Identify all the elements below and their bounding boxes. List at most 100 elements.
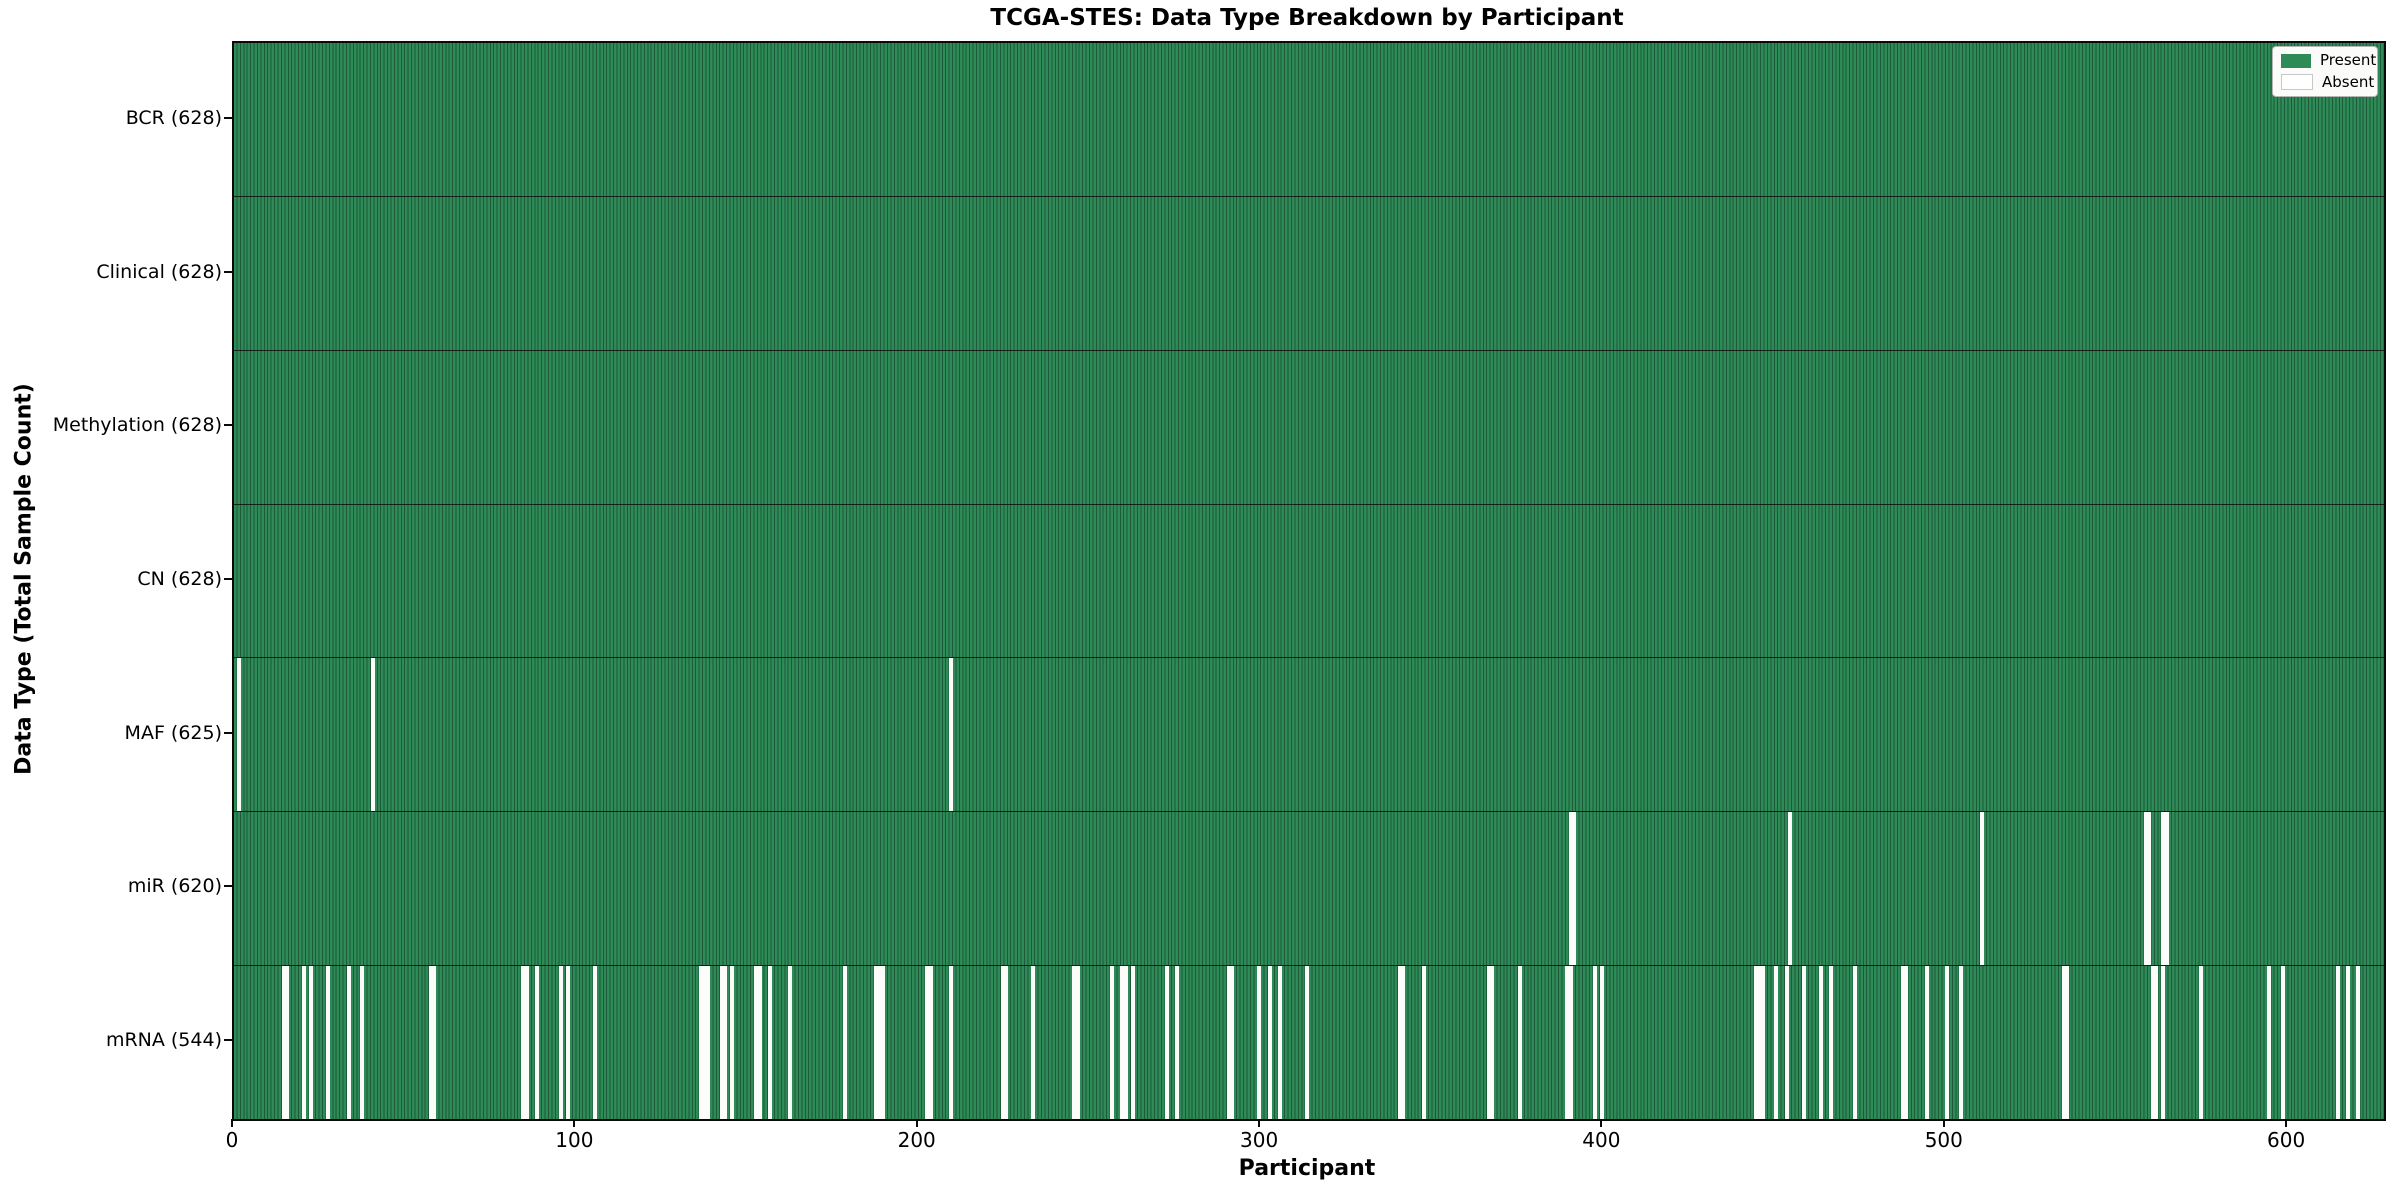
y-tick-label-maf: MAF (625) — [124, 721, 222, 744]
absent-gap — [370, 658, 375, 812]
absent-gap — [719, 966, 724, 1120]
row-band-bcr — [234, 43, 2384, 196]
absent-gap — [1853, 966, 1858, 1120]
legend-entry-absent: Absent — [2281, 74, 2374, 90]
absent-gap — [1267, 966, 1272, 1120]
absent-gap — [843, 966, 848, 1120]
y-tick-label-clinical: Clinical (628) — [96, 260, 222, 283]
absent-gap — [1788, 812, 1793, 966]
x-tick-mark — [1258, 1119, 1261, 1127]
absent-gap — [326, 966, 331, 1120]
x-tick-mark — [2285, 1119, 2288, 1127]
absent-gap — [1229, 966, 1234, 1120]
absent-gap — [2335, 966, 2340, 1120]
row-band-mir — [234, 811, 2384, 966]
absent-gap — [534, 966, 539, 1120]
absent-gap — [1401, 966, 1406, 1120]
y-tick-label-bcr: BCR (628) — [125, 106, 222, 129]
absent-gap — [1421, 966, 1426, 1120]
absent-gap — [1757, 966, 1762, 1120]
absent-gap — [730, 966, 735, 1120]
absent-gap — [1000, 966, 1005, 1120]
absent-gap — [1305, 966, 1310, 1120]
y-tick-label-cn: CN (628) — [137, 568, 222, 590]
absent-gap — [237, 658, 242, 812]
row-band-maf — [234, 657, 2384, 812]
x-tick-label-500: 500 — [1924, 1128, 1963, 1152]
absent-gap — [877, 966, 882, 1120]
absent-gap — [1175, 966, 1180, 1120]
plot-area — [232, 41, 2386, 1121]
absent-gap — [2144, 812, 2149, 966]
absent-gap — [1075, 966, 1080, 1120]
absent-gap — [2267, 966, 2272, 1120]
absent-gap — [949, 966, 954, 1120]
absent-gap — [1568, 812, 1573, 966]
absent-gap — [1110, 966, 1115, 1120]
absent-gap — [1979, 812, 1984, 966]
row-band-cn — [234, 503, 2384, 658]
absent-gap — [1277, 966, 1282, 1120]
absent-gap — [593, 966, 598, 1120]
absent-gap — [2356, 966, 2361, 1120]
absent-gap — [302, 966, 307, 1120]
absent-gap — [1072, 966, 1077, 1120]
x-tick-label-100: 100 — [555, 1128, 594, 1152]
x-tick-label-300: 300 — [1240, 1128, 1279, 1152]
absent-gap — [2280, 966, 2285, 1120]
absent-gap — [281, 966, 286, 1120]
absent-gap — [1031, 966, 1036, 1120]
absent-gap — [706, 966, 711, 1120]
y-tick-mark — [224, 424, 232, 427]
absent-gap — [1900, 966, 1905, 1120]
legend-label-present: Present — [2320, 51, 2377, 69]
absent-gap — [928, 966, 933, 1120]
absent-gap — [757, 966, 762, 1120]
absent-gap — [2065, 966, 2070, 1120]
absent-gap — [723, 966, 728, 1120]
x-tick-mark — [1942, 1119, 1945, 1127]
absent-gap — [925, 966, 930, 1120]
absent-gap — [2061, 966, 2066, 1120]
absent-gap — [1753, 966, 1758, 1120]
chart-title: TCGA-STES: Data Type Breakdown by Partic… — [990, 5, 1624, 31]
absent-gap — [1120, 966, 1125, 1120]
absent-gap — [285, 966, 290, 1120]
absent-gap — [2154, 966, 2159, 1120]
absent-gap — [754, 966, 759, 1120]
absent-gap — [1945, 966, 1950, 1120]
absent-gap — [1959, 966, 1964, 1120]
absent-gap — [1397, 966, 1402, 1120]
absent-gap — [1565, 966, 1570, 1120]
absent-gap — [2161, 812, 2166, 966]
x-tick-mark — [231, 1119, 233, 1127]
absent-gap — [565, 966, 570, 1120]
row-band-mrna — [234, 965, 2384, 1120]
absent-gap — [1599, 966, 1604, 1120]
absent-gap — [521, 966, 526, 1120]
legend: Present Absent — [2272, 46, 2378, 97]
absent-gap — [1904, 966, 1909, 1120]
absent-gap — [767, 966, 772, 1120]
y-tick-mark — [224, 1039, 232, 1042]
absent-gap — [346, 966, 351, 1120]
absent-gap — [1592, 966, 1597, 1120]
present-swatch-icon — [2281, 53, 2311, 68]
x-axis-label: Participant — [1238, 1156, 1376, 1181]
absent-gap — [788, 966, 793, 1120]
absent-gap — [2150, 966, 2155, 1120]
absent-gap — [360, 966, 365, 1120]
absent-gap — [1164, 966, 1169, 1120]
legend-entry-present: Present — [2281, 53, 2376, 68]
x-tick-mark — [915, 1119, 918, 1127]
absent-gap — [2147, 812, 2152, 966]
y-tick-mark — [224, 270, 232, 273]
absent-gap — [2164, 812, 2169, 966]
y-tick-mark — [224, 116, 232, 119]
y-tick-mark — [224, 578, 232, 580]
absent-gap — [1568, 966, 1573, 1120]
absent-gap — [1774, 966, 1779, 1120]
x-tick-mark — [1600, 1119, 1603, 1127]
y-tick-mark — [224, 885, 232, 888]
